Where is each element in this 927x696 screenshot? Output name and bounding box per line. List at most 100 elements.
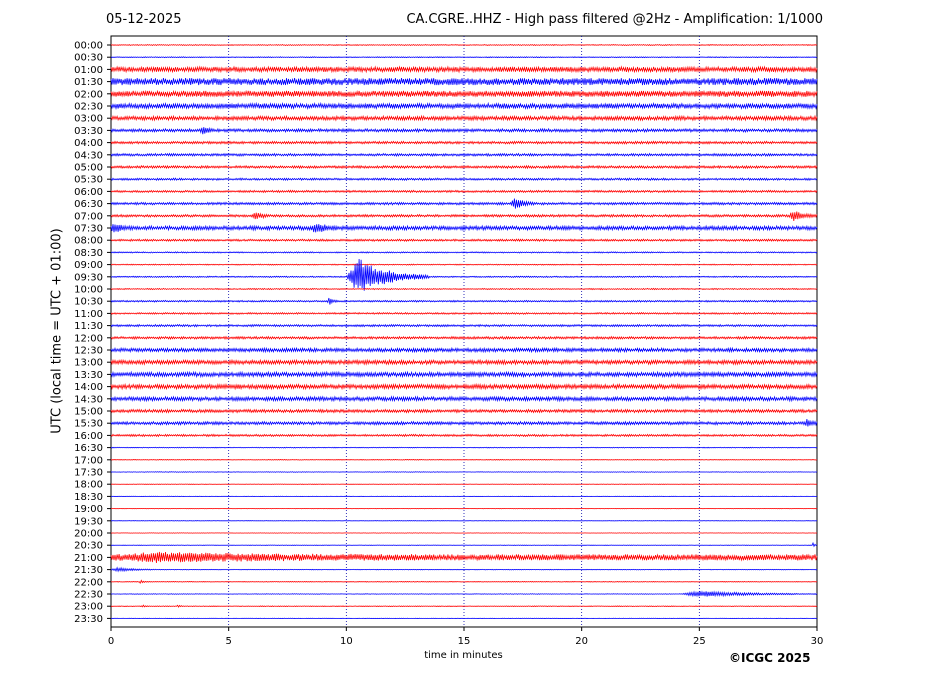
x-tick-label: 30 (811, 636, 824, 647)
y-tick-label: 07:00 (74, 211, 103, 222)
y-tick-label: 09:30 (74, 272, 103, 283)
plot-frame (110, 35, 818, 628)
y-tick-label: 10:00 (74, 285, 103, 296)
y-tick-label: 06:00 (74, 187, 103, 198)
trace-line (110, 297, 818, 305)
y-tick-label: 20:30 (74, 541, 103, 552)
y-tick-label: 18:00 (74, 480, 103, 491)
x-tick-label: 0 (108, 636, 114, 647)
x-tick-label: 20 (575, 636, 588, 647)
y-axis-label: UTC (local time = UTC + 01:00) (49, 228, 65, 434)
trace-line (110, 471, 818, 473)
y-tick-label: 14:30 (74, 394, 103, 405)
trace-line (110, 579, 818, 584)
y-tick-label: 04:30 (74, 150, 103, 161)
trace-line (110, 551, 818, 563)
trace-line (110, 114, 818, 122)
y-tick-label: 07:30 (74, 224, 103, 235)
y-tick-label: 06:30 (74, 199, 103, 210)
trace-line (110, 541, 818, 548)
y-tick-label: 01:00 (74, 65, 103, 76)
trace-line (110, 224, 818, 233)
trace-line (110, 382, 818, 391)
y-tick-label: 17:30 (74, 468, 103, 479)
trace-line (110, 164, 818, 170)
trace-line (110, 346, 818, 354)
y-tick-label: 03:30 (74, 126, 103, 137)
y-tick-label: 23:30 (74, 614, 103, 625)
trace-line (110, 370, 818, 379)
y-tick-label: 08:00 (74, 236, 103, 247)
y-tick-label: 21:00 (74, 553, 103, 564)
trace-line (110, 433, 818, 438)
y-tick-label: 16:30 (74, 443, 103, 454)
x-tick-label: 10 (340, 636, 353, 647)
y-tick-label: 12:30 (74, 346, 103, 357)
y-tick-label: 00:30 (74, 53, 103, 64)
trace-line (110, 287, 818, 291)
trace-line (110, 604, 818, 608)
trace-line (110, 263, 818, 266)
trace-line (110, 251, 818, 254)
y-tick-label: 13:00 (74, 358, 103, 369)
y-tick-label: 13:30 (74, 370, 103, 381)
y-tick-label: 04:00 (74, 138, 103, 149)
trace-line (110, 211, 818, 222)
trace-line (110, 395, 818, 403)
y-tick-label: 15:00 (74, 407, 103, 418)
trace-line (110, 189, 818, 194)
trace-line (110, 238, 818, 243)
y-tick-label: 22:30 (74, 590, 103, 601)
y-tick-label: 16:00 (74, 431, 103, 442)
trace-line (110, 56, 818, 59)
trace-line (110, 126, 818, 135)
chart-title: CA.CGRE..HHZ - High pass filtered @2Hz -… (406, 12, 823, 27)
trace-line (110, 335, 818, 341)
trace-line (110, 140, 818, 145)
trace-line (110, 77, 818, 86)
y-tick-label: 05:00 (74, 163, 103, 174)
trace-line (110, 43, 818, 47)
trace-line (110, 101, 818, 111)
copyright-label: ©ICGC 2025 (729, 651, 811, 665)
trace-line (110, 459, 818, 461)
x-tick-label: 5 (225, 636, 231, 647)
y-tick-label: 02:00 (74, 89, 103, 100)
y-tick-label: 02:30 (74, 102, 103, 113)
y-tick-label: 20:00 (74, 529, 103, 540)
trace-line (110, 590, 818, 598)
y-tick-label: 15:30 (74, 419, 103, 430)
trace-line (110, 65, 818, 74)
y-tick-label: 21:30 (74, 565, 103, 576)
y-tick-label: 23:00 (74, 602, 103, 613)
y-tick-label: 14:00 (74, 382, 103, 393)
y-tick-label: 19:00 (74, 504, 103, 515)
trace-line (110, 152, 818, 158)
y-tick-label: 11:30 (74, 321, 103, 332)
trace-line (110, 258, 818, 291)
y-tick-label: 03:00 (74, 114, 103, 125)
y-tick-label: 01:30 (74, 77, 103, 88)
trace-line (110, 323, 818, 328)
y-tick-label: 18:30 (74, 492, 103, 503)
y-tick-label: 00:00 (74, 41, 103, 52)
trace-line (110, 198, 818, 209)
y-tick-label: 12:00 (74, 333, 103, 344)
y-tick-label: 19:30 (74, 516, 103, 527)
trace-line (110, 446, 818, 449)
x-tick-label: 25 (693, 636, 706, 647)
trace-line (110, 358, 818, 366)
trace-line (110, 419, 818, 427)
y-tick-label: 17:00 (74, 455, 103, 466)
y-tick-label: 22:00 (74, 577, 103, 588)
x-tick-label: 15 (458, 636, 471, 647)
y-tick-label: 05:30 (74, 175, 103, 186)
y-tick-label: 08:30 (74, 248, 103, 259)
x-axis-label: time in minutes (424, 650, 503, 661)
trace-line (110, 177, 818, 182)
y-tick-label: 11:00 (74, 309, 103, 320)
trace-line (110, 408, 818, 414)
date-label: 05-12-2025 (106, 12, 182, 27)
